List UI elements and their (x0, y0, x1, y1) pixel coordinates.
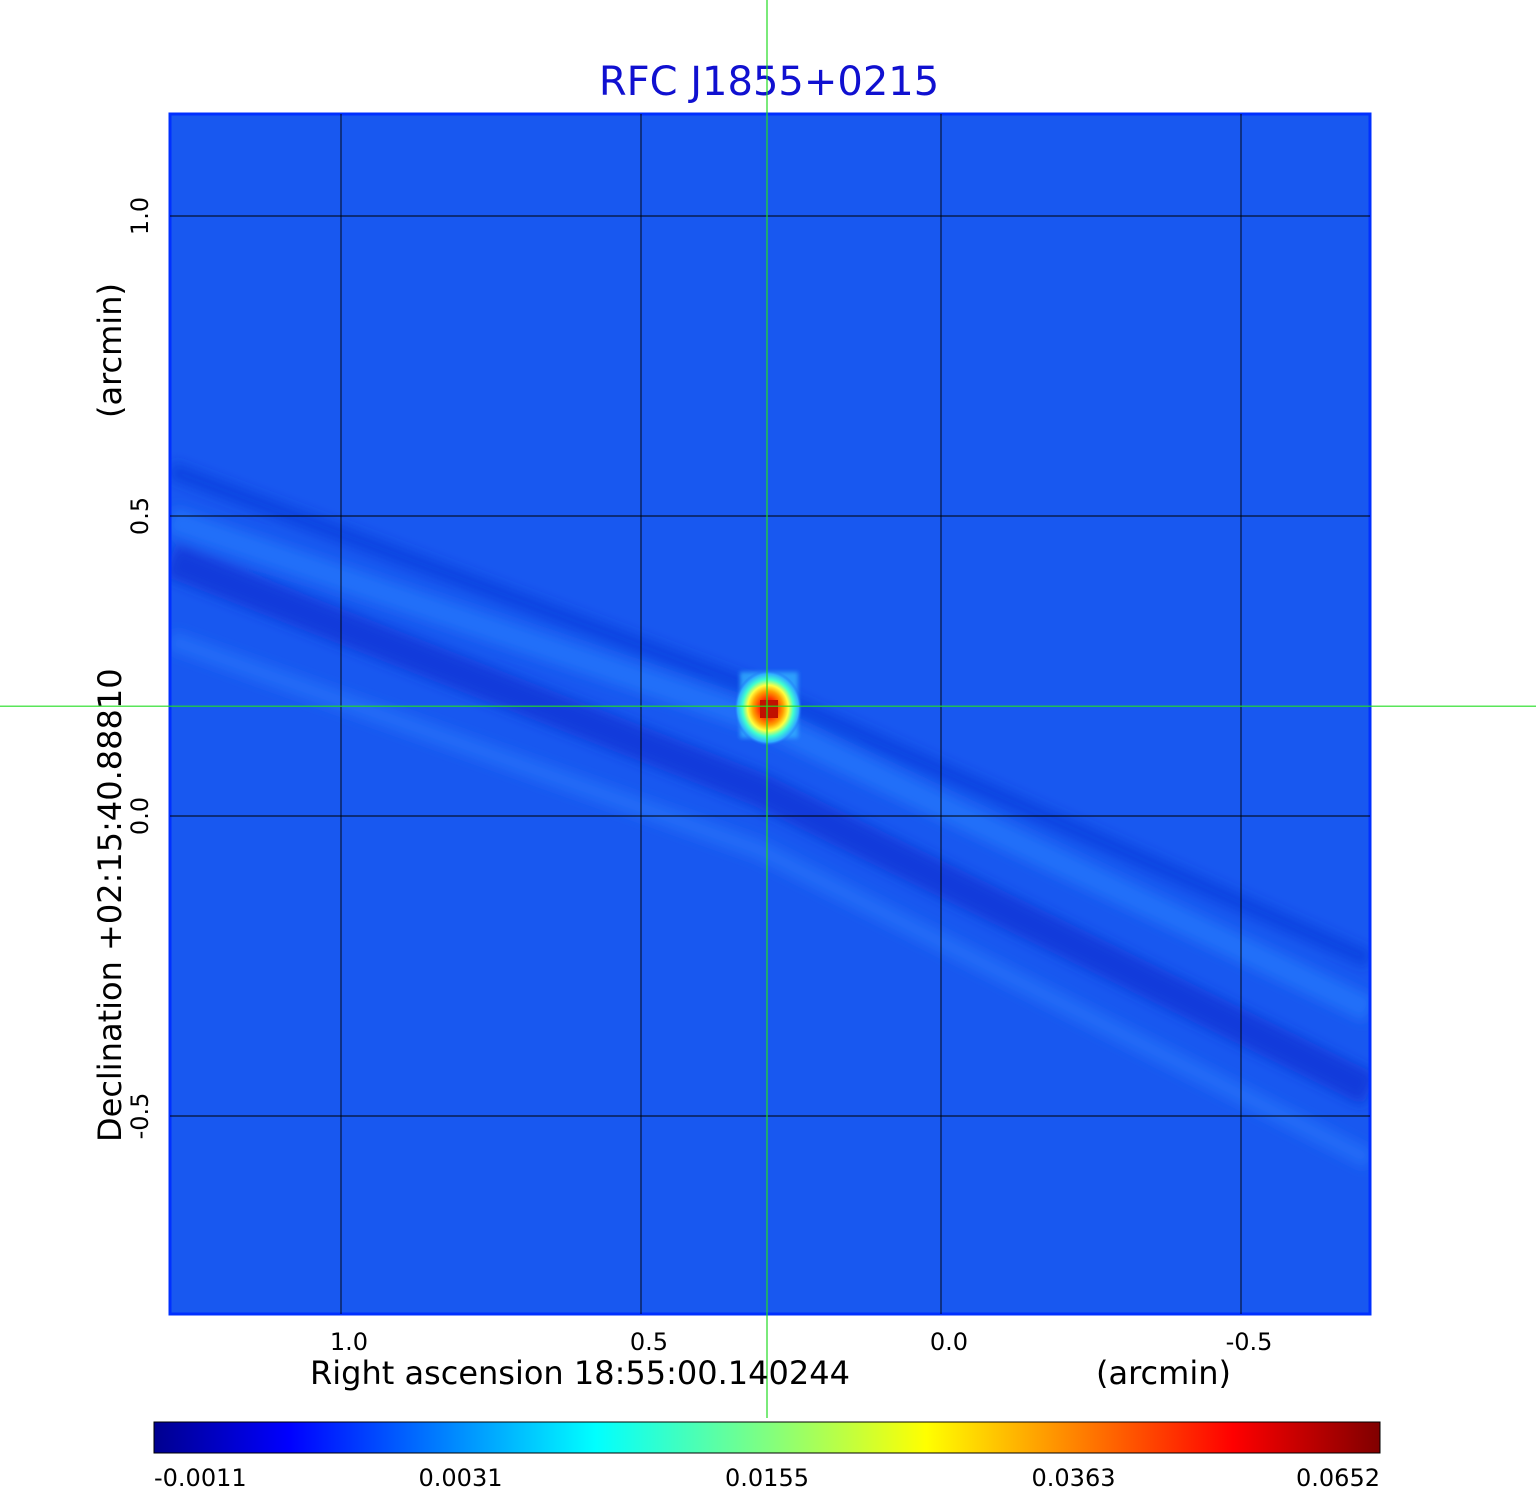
y-tick-labels: 1.0 0.5 0.0 -0.5 (126, 197, 154, 1140)
colorbar-tick-label: 0.0031 (419, 1464, 503, 1492)
x-tick-label: -0.5 (1226, 1328, 1273, 1356)
y-tick-label: -0.5 (126, 1093, 154, 1140)
y-axis-label: Declination +02:15:40.88810 (91, 668, 129, 1142)
image-panel (168, 112, 1372, 1316)
x-axis-label: Right ascension 18:55:00.140244 (310, 1354, 850, 1392)
colorbar-tick-labels: -0.0011 0.0031 0.0155 0.0363 0.0652 (154, 1464, 1380, 1492)
colorbar-tick-label: 0.0363 (1032, 1464, 1116, 1492)
x-tick-label: 0.5 (630, 1328, 668, 1356)
colorbar: -0.0011 0.0031 0.0155 0.0363 0.0652 (153, 1421, 1381, 1492)
x-tick-label: 0.0 (930, 1328, 968, 1356)
light-stripe (170, 630, 1370, 1169)
chart-title: RFC J1855+0215 (599, 59, 939, 105)
grid-lines (170, 114, 1370, 1314)
plot-frame (168, 112, 1372, 1316)
x-axis-unit: (arcmin) (1096, 1354, 1231, 1392)
x-tick-label: 1.0 (330, 1328, 368, 1356)
colorbar-tick-label: -0.0011 (154, 1464, 247, 1492)
y-tick-label: 1.0 (126, 197, 154, 235)
colorbar-tick-label: 0.0652 (1296, 1464, 1380, 1492)
y-tick-label: 0.5 (126, 497, 154, 535)
y-tick-label: 0.0 (126, 797, 154, 835)
colorbar-tick-label: 0.0155 (725, 1464, 809, 1492)
source-core (760, 700, 778, 718)
y-axis-unit: (arcmin) (91, 283, 129, 418)
colorbar-gradient (153, 1421, 1381, 1454)
x-tick-labels: 1.0 0.5 0.0 -0.5 (330, 1328, 1273, 1356)
dark-stripe (170, 544, 1370, 1106)
